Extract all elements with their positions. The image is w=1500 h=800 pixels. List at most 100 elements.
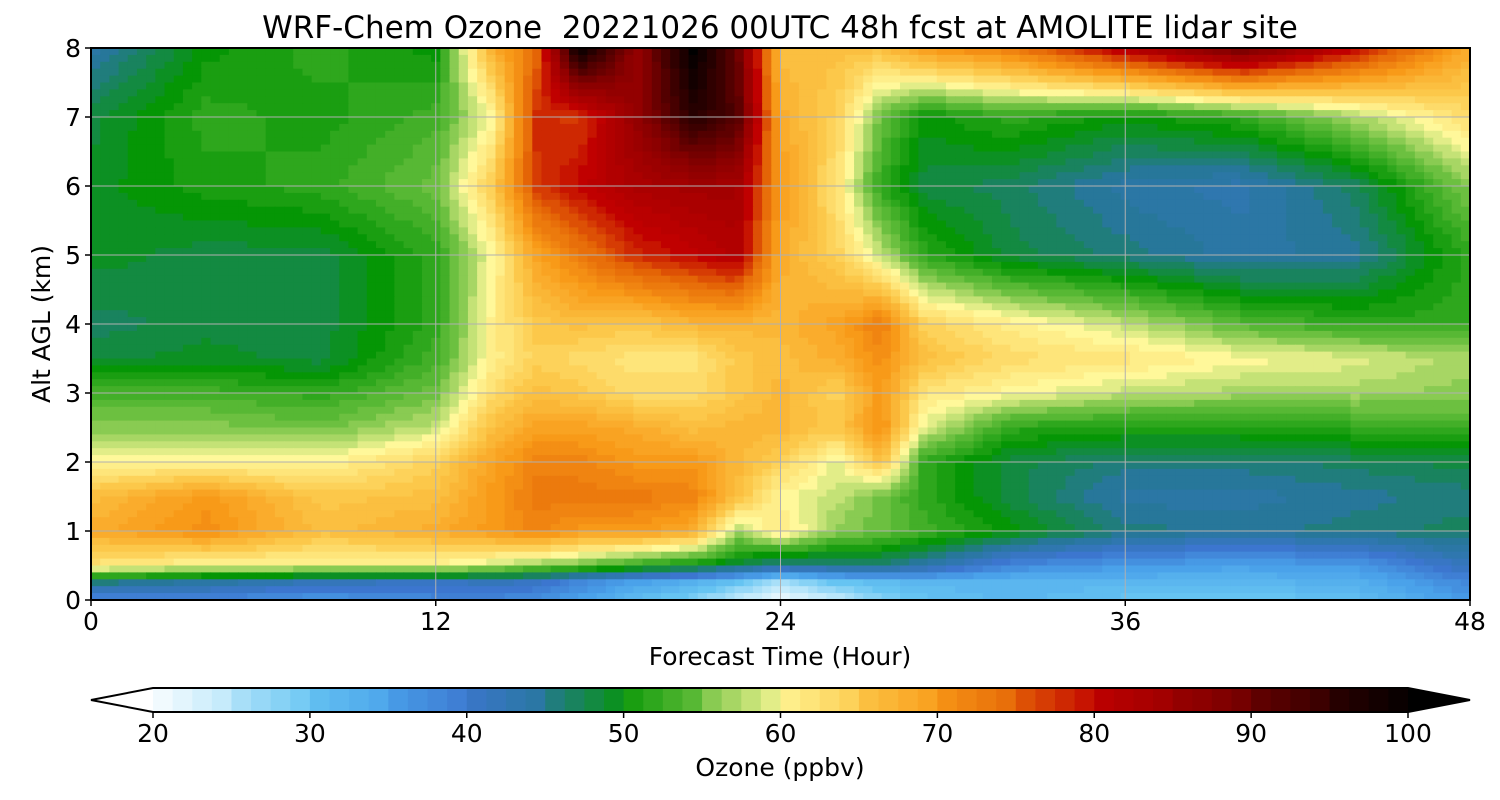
- heatmap-cell: [302, 48, 313, 56]
- heatmap-cell: [1028, 110, 1039, 118]
- heatmap-cell: [918, 151, 929, 159]
- heatmap-cell: [1359, 165, 1370, 173]
- heatmap-cell: [330, 75, 340, 84]
- heatmap-cell: [1102, 48, 1113, 56]
- heatmap-cell: [697, 186, 708, 194]
- heatmap-cell: [1065, 110, 1076, 118]
- heatmap-cell: [320, 179, 331, 187]
- heatmap-cell: [523, 89, 533, 97]
- heatmap-cell: [835, 172, 846, 180]
- heatmap-cell: [725, 241, 736, 249]
- heatmap-cell: [798, 241, 809, 249]
- heatmap-cell: [477, 151, 487, 159]
- heatmap-cell: [780, 186, 791, 194]
- heatmap-cell: [1424, 179, 1434, 187]
- heatmap-cell: [890, 248, 901, 256]
- heatmap-cell: [127, 172, 138, 180]
- heatmap-cell: [854, 89, 864, 97]
- heatmap-cell: [1102, 144, 1113, 153]
- heatmap-cell: [725, 206, 736, 215]
- heatmap-cell: [247, 110, 258, 118]
- heatmap-cell: [1276, 213, 1287, 222]
- heatmap-cell: [366, 151, 377, 159]
- heatmap-cell: [1047, 151, 1057, 159]
- heatmap-cell: [228, 89, 239, 97]
- heatmap-cell: [339, 54, 350, 63]
- heatmap-cell: [523, 213, 533, 222]
- heatmap-cell: [670, 172, 680, 180]
- heatmap-cell: [587, 130, 598, 139]
- heatmap-cell: [688, 227, 699, 235]
- heatmap-cell: [872, 123, 883, 132]
- heatmap-cell: [596, 96, 607, 104]
- heatmap-cell: [918, 234, 929, 242]
- heatmap-cell: [127, 110, 138, 118]
- heatmap-cell: [1258, 227, 1269, 235]
- heatmap-cell: [1258, 61, 1269, 70]
- heatmap-cell: [330, 61, 340, 70]
- heatmap-cell: [964, 227, 975, 235]
- heatmap-cell: [936, 123, 947, 132]
- heatmap-cell: [219, 54, 230, 63]
- heatmap-cell: [569, 103, 579, 111]
- heatmap-cell: [835, 165, 846, 173]
- heatmap-cell: [615, 261, 625, 270]
- heatmap-cell: [155, 275, 166, 284]
- heatmap-cell: [936, 199, 947, 208]
- heatmap-cell: [219, 275, 230, 284]
- heatmap-cell: [1148, 199, 1159, 208]
- heatmap-cell: [1212, 54, 1223, 63]
- heatmap-cell: [1387, 220, 1398, 228]
- heatmap-cell: [1001, 103, 1011, 111]
- heatmap-cell: [973, 234, 984, 242]
- heatmap-cell: [826, 179, 837, 187]
- heatmap-cell: [1203, 110, 1214, 118]
- heatmap-cell: [936, 110, 947, 118]
- heatmap-cell: [449, 61, 460, 70]
- heatmap-cell: [1332, 151, 1342, 159]
- heatmap-cell: [136, 123, 147, 132]
- heatmap-cell: [284, 213, 294, 222]
- heatmap-cell: [578, 248, 589, 256]
- heatmap-cell: [1424, 248, 1434, 256]
- heatmap-cell: [523, 61, 533, 70]
- heatmap-cell: [284, 220, 294, 228]
- heatmap-cell: [265, 227, 276, 235]
- heatmap-cell: [596, 261, 607, 270]
- heatmap-cell: [192, 220, 202, 228]
- heatmap-cell: [762, 227, 772, 235]
- heatmap-cell: [964, 89, 975, 97]
- heatmap-cell: [486, 220, 497, 228]
- heatmap-cell: [633, 61, 644, 70]
- heatmap-cell: [265, 110, 276, 118]
- heatmap-cell: [1047, 268, 1057, 277]
- heatmap-cell: [1102, 75, 1113, 84]
- heatmap-cell: [1405, 54, 1416, 63]
- heatmap-cell: [1129, 220, 1140, 228]
- heatmap-cell: [808, 82, 818, 90]
- heatmap-cell: [219, 234, 230, 242]
- heatmap-cell: [1359, 103, 1370, 111]
- heatmap-cell: [1414, 248, 1425, 256]
- heatmap-cell: [725, 268, 736, 277]
- heatmap-cell: [624, 268, 634, 277]
- heatmap-cell: [771, 96, 782, 104]
- heatmap-cell: [1451, 54, 1462, 63]
- heatmap-cell: [762, 48, 772, 56]
- heatmap-cell: [844, 82, 855, 90]
- heatmap-cell: [403, 275, 414, 284]
- heatmap-cell: [247, 227, 258, 235]
- heatmap-cell: [100, 199, 110, 208]
- heatmap-cell: [1185, 75, 1195, 84]
- heatmap-cell: [495, 261, 506, 270]
- heatmap-cell: [1286, 220, 1296, 228]
- heatmap-cell: [973, 255, 984, 263]
- heatmap-cell: [789, 110, 800, 118]
- heatmap-cell: [670, 48, 680, 56]
- heatmap-cell: [155, 61, 166, 70]
- heatmap-cell: [716, 103, 726, 111]
- heatmap-cell: [100, 268, 110, 277]
- heatmap-cell: [1249, 172, 1260, 180]
- heatmap-cell: [293, 75, 304, 84]
- heatmap-cell: [1442, 206, 1453, 215]
